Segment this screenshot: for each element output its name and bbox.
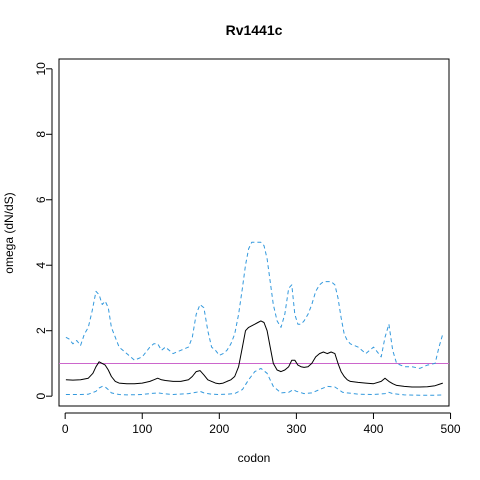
y-tick-label: 10 [34,62,48,76]
x-tick-label: 200 [209,422,229,436]
y-tick-label: 6 [34,196,48,203]
y-tick-label: 0 [34,393,48,400]
y-tick-label: 2 [34,327,48,334]
x-tick-label: 300 [286,422,306,436]
lower-ci-line [65,367,443,396]
y-axis-label: omega (dN/dS) [2,192,16,273]
x-tick-label: 400 [363,422,383,436]
x-tick-label: 500 [441,422,461,436]
axes: 0 100 200 300 400 500 0 2 4 6 8 10 [34,62,461,436]
y-tick-label: 8 [34,131,48,138]
chart-title: Rv1441c [226,22,283,38]
series-layer [59,241,449,396]
upper-ci-line [65,241,444,369]
x-tick-label: 100 [132,422,152,436]
y-tick-label: 4 [34,262,48,269]
x-axis-label: codon [238,451,271,465]
omega-line [65,320,443,388]
x-tick-label: 0 [62,422,69,436]
plot-frame [58,58,450,407]
